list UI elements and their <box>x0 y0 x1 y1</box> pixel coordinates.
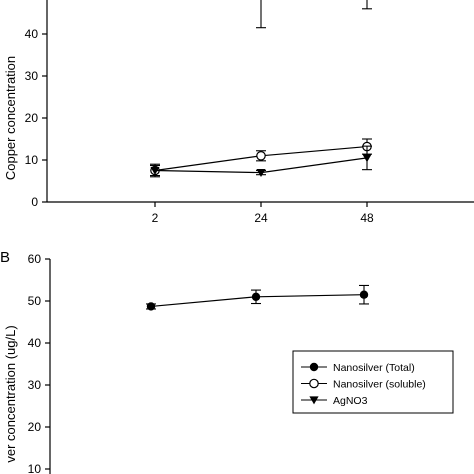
data-point <box>362 154 372 163</box>
legend-marker <box>309 362 319 372</box>
data-point <box>256 169 266 177</box>
y-tick-label: 10 <box>25 153 39 167</box>
data-point <box>146 302 156 311</box>
data-point <box>256 151 266 161</box>
y-tick-label: 20 <box>25 111 39 125</box>
y-tick-label: 40 <box>25 27 39 41</box>
data-point <box>251 292 261 301</box>
y-axis-title: ver concentration (ug/L) <box>3 325 18 462</box>
legend-entry-label: Nanosilver (Total) <box>333 362 415 374</box>
y-tick-label: 20 <box>28 420 42 434</box>
series-3 <box>150 145 372 177</box>
y-tick-label: 60 <box>28 252 42 266</box>
series-1 <box>256 0 372 29</box>
y-tick-label: 40 <box>28 336 42 350</box>
x-tick-label: 48 <box>360 211 374 225</box>
x-tick-label: 24 <box>254 211 268 225</box>
data-point <box>150 166 160 175</box>
legend-entry-label: Nanosilver (soluble) <box>333 379 426 391</box>
legend-marker <box>309 396 319 405</box>
legend-box <box>292 350 454 414</box>
y-tick-label: 10 <box>28 462 42 474</box>
panel-b: B 10 20 30 40 50 60 ver concentration (ug/L) Nan… <box>0 249 454 474</box>
y-tick-label: 0 <box>31 195 38 209</box>
y-tick-label: 30 <box>28 378 42 392</box>
y-tick-label: 50 <box>28 294 42 308</box>
legend-marker <box>309 378 319 389</box>
x-tick-label: 2 <box>152 211 159 225</box>
legend: Nanosilver (Total) Nanosilver (soluble) Ag… <box>292 350 454 414</box>
panel-a: 0 10 20 30 40 2 24 48 Copper concentration <box>3 0 474 225</box>
y-axis-title: Copper concentration <box>3 56 18 180</box>
series-1 <box>146 284 369 311</box>
legend-entry-label: AgNO3 <box>333 395 368 407</box>
panel-letter: B <box>0 249 10 266</box>
y-tick-label: 30 <box>25 69 39 83</box>
data-point <box>359 290 369 299</box>
